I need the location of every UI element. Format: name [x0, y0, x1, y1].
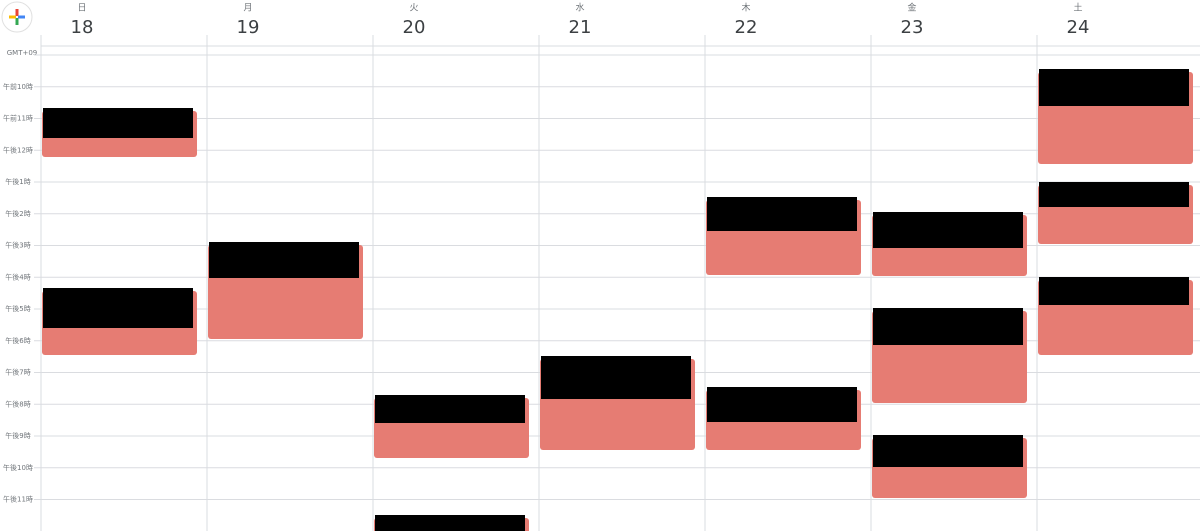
time-label: 午後10時 [3, 463, 33, 472]
date-label[interactable]: 22 [735, 17, 758, 38]
weekday-label: 金 [907, 2, 916, 14]
redacted-title [1039, 182, 1189, 207]
time-label: 午後5時 [5, 304, 30, 313]
redacted-title [43, 108, 193, 138]
redacted-title [707, 387, 857, 422]
redacted-title [873, 308, 1023, 345]
time-label: 午後8時 [5, 399, 30, 408]
create-button[interactable] [1, 1, 33, 33]
time-label: 午後12時 [3, 145, 33, 154]
create-button-bg[interactable] [1, 1, 33, 33]
weekday-label: 火 [409, 3, 418, 14]
redacted-title [43, 288, 193, 328]
redacted-title [375, 395, 525, 423]
plus-part [18, 15, 25, 19]
time-label: 午後3時 [5, 241, 30, 250]
redacted-title [209, 242, 359, 278]
plus-part [15, 18, 19, 25]
redacted-title [541, 356, 691, 399]
time-label: 午後11時 [3, 495, 33, 504]
weekday-label: 土 [1073, 2, 1082, 14]
date-label[interactable]: 23 [901, 17, 924, 38]
redacted-title [873, 435, 1023, 467]
time-label: 午後6時 [5, 336, 30, 345]
redacted-title [1039, 277, 1189, 305]
plus-part [15, 9, 19, 16]
time-label: 午後2時 [5, 209, 30, 218]
redacted-title [375, 515, 525, 531]
weekday-label: 日 [77, 3, 86, 14]
time-label: 午後9時 [5, 431, 30, 440]
time-label: 午後1時 [5, 177, 30, 186]
date-label[interactable]: 20 [403, 17, 426, 38]
plus-part [9, 15, 16, 19]
time-label: 午前11時 [3, 114, 33, 123]
weekday-label: 水 [575, 2, 584, 14]
redacted-title [1039, 69, 1189, 106]
time-label: 午前10時 [3, 82, 33, 91]
date-label[interactable]: 24 [1067, 17, 1090, 38]
time-label: 午後4時 [5, 272, 30, 281]
redacted-title [707, 197, 857, 231]
date-label[interactable]: 18 [71, 17, 94, 38]
time-label: 午後7時 [5, 368, 30, 377]
redacted-title [873, 212, 1023, 248]
weekday-label: 月 [243, 3, 252, 14]
date-label[interactable]: 19 [237, 17, 260, 38]
date-label[interactable]: 21 [569, 17, 592, 38]
timezone-label: GMT+09 [7, 49, 38, 57]
weekday-label: 木 [741, 2, 750, 14]
